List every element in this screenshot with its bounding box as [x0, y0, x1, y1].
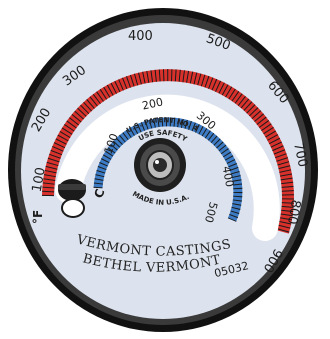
f-label-100: 100 [30, 166, 49, 193]
c-label-400: 400 [220, 165, 236, 188]
fahrenheit-band [42, 69, 294, 234]
f-label-400: 400 [128, 29, 153, 44]
f-label-800: 800 [284, 198, 303, 225]
bimetal-pointer-icon [58, 179, 86, 218]
c-label-200: 200 [141, 95, 164, 112]
f-label-700: 700 [290, 141, 310, 168]
center-screw-icon [134, 138, 186, 192]
c-label-500: 500 [202, 200, 220, 224]
fahrenheit-unit: °F [31, 210, 45, 224]
celsius-ticks [93, 117, 243, 222]
pointer-track [55, 94, 280, 241]
